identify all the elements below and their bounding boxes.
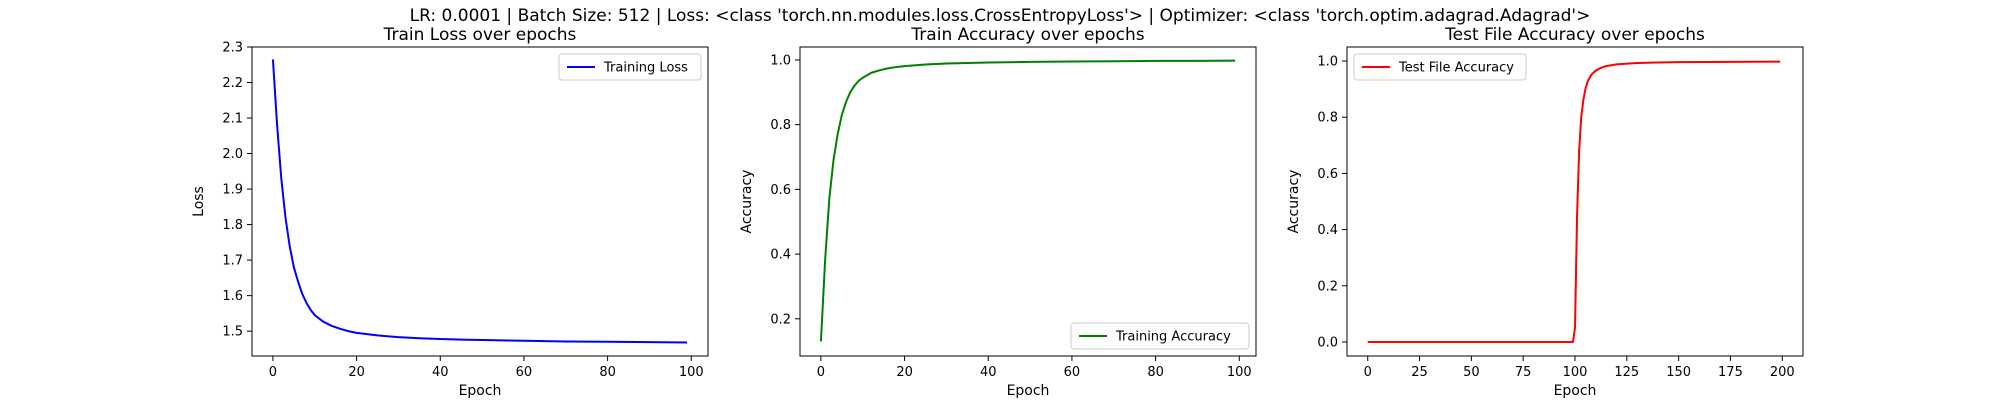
- y-tick-label: 1.5: [222, 325, 243, 340]
- x-tick-label: 80: [1147, 365, 1164, 380]
- y-tick-label: 0.6: [1317, 167, 1338, 182]
- x-tick-label: 40: [432, 365, 449, 380]
- x-tick-label: 100: [1563, 365, 1588, 380]
- y-tick-label: 0.0: [1317, 335, 1338, 350]
- legend: Training Loss: [558, 53, 702, 81]
- y-tick-label: 0.2: [770, 312, 791, 327]
- y-tick-label: 0.4: [1317, 223, 1338, 238]
- y-tick-label: 2.2: [222, 76, 243, 91]
- legend-box: [558, 53, 702, 81]
- y-tick-label: 1.8: [222, 218, 243, 233]
- y-axis-label: Loss: [191, 186, 207, 217]
- axes-frame: [799, 46, 1257, 357]
- legend-entry: Training Loss: [603, 61, 688, 76]
- legend: Training Accuracy: [1070, 322, 1250, 350]
- y-tick-label: 1.7: [222, 254, 243, 269]
- x-tick-label: 0: [269, 365, 277, 380]
- chart-title: Train Accuracy over epochs: [910, 25, 1144, 45]
- x-tick-label: 20: [896, 365, 913, 380]
- x-tick-label: 50: [1463, 365, 1480, 380]
- legend-entry: Test File Accuracy: [1398, 61, 1514, 76]
- y-tick-label: 1.6: [222, 289, 243, 304]
- y-tick-label: 2.1: [222, 112, 243, 127]
- x-tick-label: 175: [1718, 365, 1743, 380]
- x-tick-label: 60: [1064, 365, 1081, 380]
- series-line: [1367, 60, 1781, 343]
- x-tick-label: 25: [1411, 365, 1428, 380]
- x-tick-label: 125: [1614, 365, 1639, 380]
- x-tick-label: 200: [1770, 365, 1795, 380]
- x-tick-label: 80: [599, 365, 616, 380]
- y-tick-label: 0.8: [1317, 111, 1338, 126]
- legend-box: [1353, 53, 1527, 81]
- y-tick-label: 1.9: [222, 183, 243, 198]
- x-axis-label: Epoch: [459, 383, 502, 399]
- subplot-3: Test File Accuracy over epochs 0 25 50 75 100…: [1286, 25, 1804, 399]
- x-axis-label: Epoch: [1554, 383, 1597, 399]
- y-axis-label: Accuracy: [1286, 170, 1302, 234]
- legend-box: [1070, 322, 1250, 350]
- legend-entry: Training Accuracy: [1115, 330, 1231, 345]
- y-tick-label: 1.0: [770, 53, 791, 68]
- x-tick-label: 40: [980, 365, 997, 380]
- axes-frame: [251, 46, 709, 357]
- y-axis-label: Accuracy: [739, 170, 755, 234]
- x-tick-label: 75: [1515, 365, 1532, 380]
- figure-suptitle: LR: 0.0001 | Batch Size: 512 | Loss: <cl…: [410, 6, 1591, 26]
- y-tick-label: 0.4: [770, 248, 791, 263]
- x-tick-label: 60: [516, 365, 533, 380]
- legend: Test File Accuracy: [1353, 53, 1527, 81]
- subplot-1: Train Loss over epochs 0 20 40 60 80 100 1.5 1.6…: [191, 25, 709, 399]
- x-tick-label: 0: [817, 365, 825, 380]
- series-line: [271, 59, 688, 344]
- x-tick-label: 20: [348, 365, 365, 380]
- y-tick-label: 2.3: [222, 41, 243, 56]
- series-line: [819, 59, 1236, 342]
- y-tick-label: 0.8: [770, 118, 791, 133]
- y-tick-label: 2.0: [222, 147, 243, 162]
- subplots: Train Loss over epochs 0 20 40 60 80 100 1.5 1.6…: [191, 25, 1804, 399]
- y-tick-label: 0.2: [1317, 279, 1338, 294]
- y-tick-label: 0.6: [770, 183, 791, 198]
- x-tick-label: 100: [679, 365, 704, 380]
- x-tick-label: 150: [1666, 365, 1691, 380]
- x-tick-label: 0: [1364, 365, 1372, 380]
- x-axis-label: Epoch: [1007, 383, 1050, 399]
- subplot-2: Train Accuracy over epochs 0 20 40 60 80 100 0.…: [739, 25, 1257, 399]
- y-tick-label: 1.0: [1317, 55, 1338, 70]
- chart-title: Test File Accuracy over epochs: [1444, 25, 1705, 45]
- x-tick-label: 100: [1227, 365, 1252, 380]
- chart-title: Train Loss over epochs: [383, 25, 577, 45]
